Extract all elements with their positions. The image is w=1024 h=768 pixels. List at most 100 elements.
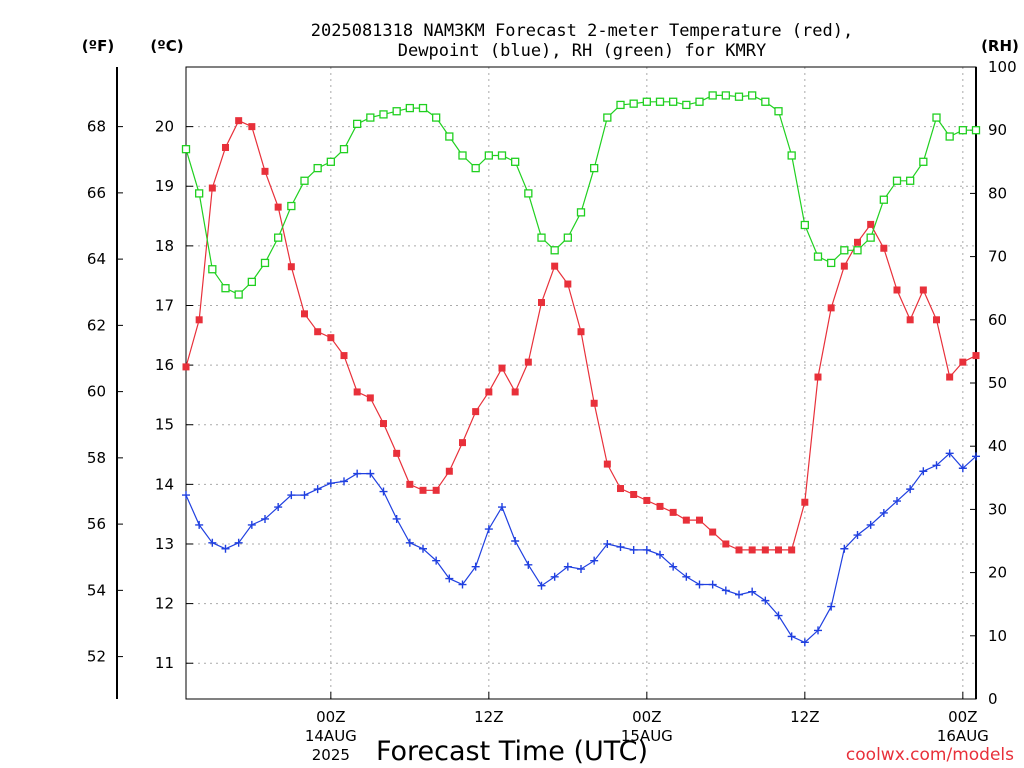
fahrenheit-tick-label-52: 52 <box>87 648 106 666</box>
fahrenheit-tick-label-66: 66 <box>87 184 106 202</box>
plot-frame <box>185 66 977 700</box>
series-layer <box>181 91 981 647</box>
rh-point-27 <box>537 233 546 242</box>
credit-label: coolwx.com/models <box>846 745 1014 765</box>
dewpoint-point-28 <box>550 572 559 581</box>
dewpoint-point-59 <box>958 464 967 473</box>
dewpoint-point-18 <box>419 544 427 553</box>
dewpoint-point-60 <box>972 452 980 461</box>
temperature-point-1 <box>195 316 203 324</box>
rh-point-1 <box>195 189 204 198</box>
rh-point-19 <box>432 113 441 122</box>
dewpoint-point-47 <box>800 638 809 647</box>
rh-point-25 <box>511 157 520 166</box>
rh-point-28 <box>550 246 559 255</box>
rh-point-56 <box>919 157 928 166</box>
dewpoint-point-23 <box>484 525 493 534</box>
temperature-point-60 <box>972 352 980 360</box>
rh-point-22 <box>471 163 480 173</box>
temperature-point-20 <box>445 467 453 475</box>
rh-point-29 <box>563 233 572 242</box>
dewpoint-point-46 <box>787 632 796 641</box>
gridlines <box>186 67 976 699</box>
dewpoint-point-25 <box>511 537 520 545</box>
rh-point-37 <box>669 97 678 106</box>
dewpoint-point-10 <box>313 485 322 494</box>
temperature-point-34 <box>630 490 638 498</box>
rh-point-46 <box>787 151 796 160</box>
rh-point-12 <box>339 145 349 154</box>
rh-point-6 <box>260 258 270 268</box>
dewpoint-point-42 <box>735 590 743 599</box>
rh-point-52 <box>866 233 875 242</box>
fahrenheit-tick-label-54: 54 <box>87 581 106 599</box>
chart-title-line-1: 2025081318 NAM3KM Forecast 2-meter Tempe… <box>311 21 853 41</box>
temperature-point-58 <box>946 373 954 381</box>
rh-point-36 <box>655 97 665 106</box>
axes <box>116 66 977 700</box>
rh-point-2 <box>208 265 217 274</box>
celsius-tick-label-11: 11 <box>155 654 174 672</box>
celsius-tick-label-20: 20 <box>155 118 174 136</box>
rh-point-59 <box>958 126 967 135</box>
dewpoint-point-14 <box>366 469 375 478</box>
temperature-point-27 <box>538 299 545 307</box>
temperature-point-42 <box>735 546 743 554</box>
dewpoint-point-19 <box>432 556 441 565</box>
rh-tick-label-30: 30 <box>988 500 1007 518</box>
dewpoint-point-20 <box>445 574 454 583</box>
celsius-tick-label-14: 14 <box>155 475 174 493</box>
rh-tick-label-80: 80 <box>988 184 1007 202</box>
celsius-tick-label-16: 16 <box>155 356 174 374</box>
rh-point-7 <box>274 233 283 242</box>
temperature-point-49 <box>827 304 835 312</box>
dewpoint-point-33 <box>616 542 625 551</box>
dewpoint-point-53 <box>879 508 888 517</box>
dewpoint-point-0 <box>182 491 190 500</box>
rh-point-32 <box>603 113 612 122</box>
temperature-point-28 <box>551 262 559 270</box>
rh-point-51 <box>853 246 862 255</box>
dewpoint-point-54 <box>893 497 901 506</box>
dewpoint-point-38 <box>682 572 691 581</box>
rh-point-23 <box>484 151 493 160</box>
dewpoint-point-2 <box>208 538 217 547</box>
temperature-point-9 <box>301 310 308 318</box>
dewpoint-point-22 <box>471 562 480 571</box>
dewpoint-point-8 <box>287 491 296 500</box>
dewpoint-point-32 <box>603 539 612 548</box>
temperature-point-14 <box>366 394 374 402</box>
celsius-tick-label-13: 13 <box>155 535 174 553</box>
rh-point-8 <box>287 201 296 211</box>
rh-point-16 <box>392 107 401 116</box>
fahrenheit-tick-label-58: 58 <box>87 449 106 467</box>
dewpoint-point-44 <box>761 596 770 605</box>
rh-point-9 <box>300 176 309 185</box>
fahrenheit-tick-label-62: 62 <box>87 316 106 334</box>
dewpoint-point-17 <box>405 538 414 547</box>
temperature-point-8 <box>287 263 295 271</box>
dewpoint-point-58 <box>945 449 954 458</box>
rh-tick-label-70: 70 <box>988 248 1007 266</box>
dewpoint-point-3 <box>221 544 230 553</box>
dewpoint-point-27 <box>537 581 546 590</box>
rh-point-57 <box>932 113 941 122</box>
rh-point-55 <box>906 176 915 185</box>
celsius-tick-label-15: 15 <box>155 416 174 434</box>
rh-point-60 <box>971 126 981 135</box>
temperature-point-54 <box>893 286 901 294</box>
temperature-point-6 <box>261 167 269 175</box>
temperature-point-33 <box>617 485 624 493</box>
dewpoint-point-35 <box>642 545 651 554</box>
temperature-point-31 <box>590 399 598 407</box>
rh-point-18 <box>418 103 428 113</box>
rh-point-21 <box>458 151 467 160</box>
x-tick-label-0: 00Z <box>316 708 345 726</box>
temperature-point-30 <box>577 328 585 336</box>
temperature-point-16 <box>393 449 401 457</box>
temperature-point-0 <box>182 363 190 371</box>
dewpoint-point-24 <box>498 503 506 512</box>
temperature-point-18 <box>419 486 427 494</box>
dewpoint-point-11 <box>326 479 335 488</box>
